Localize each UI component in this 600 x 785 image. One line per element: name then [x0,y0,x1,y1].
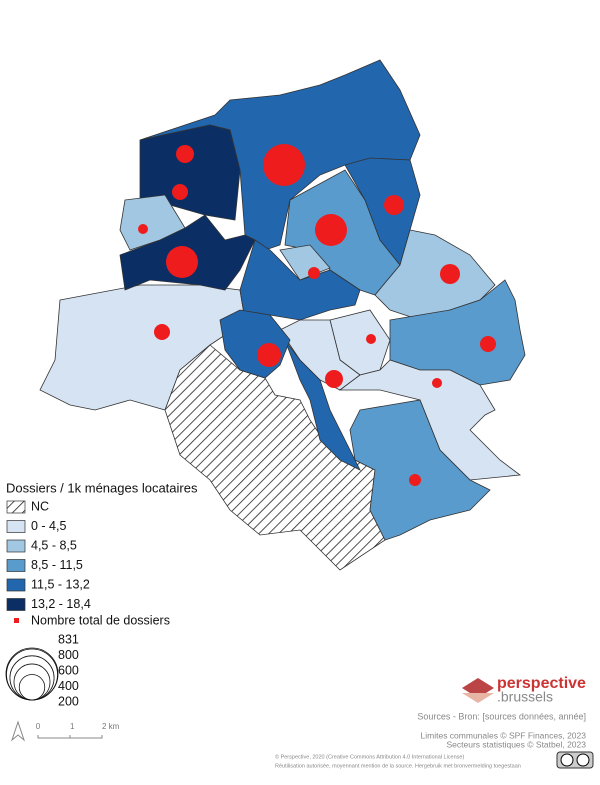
legend-label: NC [31,499,49,513]
footer-text: © Perspective, 2020 (Creative Commons At… [275,753,464,760]
point [257,343,281,367]
logo-text: .brussels [497,689,553,705]
footer-text: Réutilisation autorisée, moyennant menti… [275,763,521,769]
point [176,145,194,163]
legend-swatch [6,559,26,572]
region [338,359,522,481]
region [284,339,361,471]
source-text: Secteurs statistiques © Statbel, 2023 [446,739,586,749]
legend-title: Dossiers / 1k ménages locataires [6,480,198,495]
size-circle [18,674,46,701]
legend-swatch [6,578,26,592]
point [366,334,376,344]
point [325,370,343,388]
point [480,336,496,352]
point [154,324,170,340]
point [166,246,198,278]
region [349,399,491,541]
legend-swatch [6,500,26,514]
point [138,224,148,234]
legend-label: 8,5 - 11,5 [31,558,83,572]
legend-points-label: Nombre total de dossiers [31,613,170,627]
logo-text: perspective [497,675,586,692]
size-label: 600 [58,663,79,677]
proportional-points [138,144,496,486]
point [263,144,305,186]
legend-swatch [6,539,26,553]
legend-label: 0 - 4,5 [31,519,66,533]
point [308,267,320,279]
point [172,184,188,200]
legend-label: 13,2 - 18,4 [31,597,91,611]
cc-badge [556,751,594,769]
point [315,214,347,246]
legend-label: 11,5 - 13,2 [31,577,90,591]
region [119,194,186,251]
legend-label: 4,5 - 8,5 [31,538,77,552]
size-label: 831 [58,632,79,646]
scale-label: 1 [70,722,75,731]
point [440,264,460,284]
size-label: 400 [58,679,79,693]
point [432,378,442,388]
legend: Dossiers / 1k ménages locataires Nombre … [5,480,198,708]
logo: perspective .brussels [462,675,586,705]
size-circle [13,663,51,701]
scale-label: 0 [36,722,41,731]
legend-point-symbol [14,618,19,623]
scale-bar: 0 1 2 km [36,722,120,739]
legend-swatch [6,520,26,533]
north-arrow [10,720,26,742]
scale-label: 2 km [102,722,120,731]
legend-swatch [6,598,26,611]
point [384,195,404,215]
source-text: Sources - Bron: [sources données, année] [417,711,586,721]
size-label: 200 [58,694,79,708]
size-label: 800 [58,648,79,662]
point [409,474,421,486]
size-circle [9,655,55,701]
source-text: Limites communales © SPF Finances, 2023 [421,730,587,740]
